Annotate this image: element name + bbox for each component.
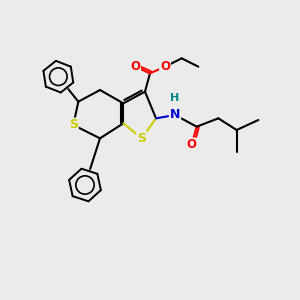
Text: N: N [170, 109, 180, 122]
Text: H: H [170, 93, 180, 103]
Text: O: O [187, 139, 197, 152]
Text: S: S [69, 118, 78, 131]
Text: O: O [160, 60, 170, 73]
Text: O: O [130, 60, 140, 73]
Text: S: S [137, 132, 146, 145]
